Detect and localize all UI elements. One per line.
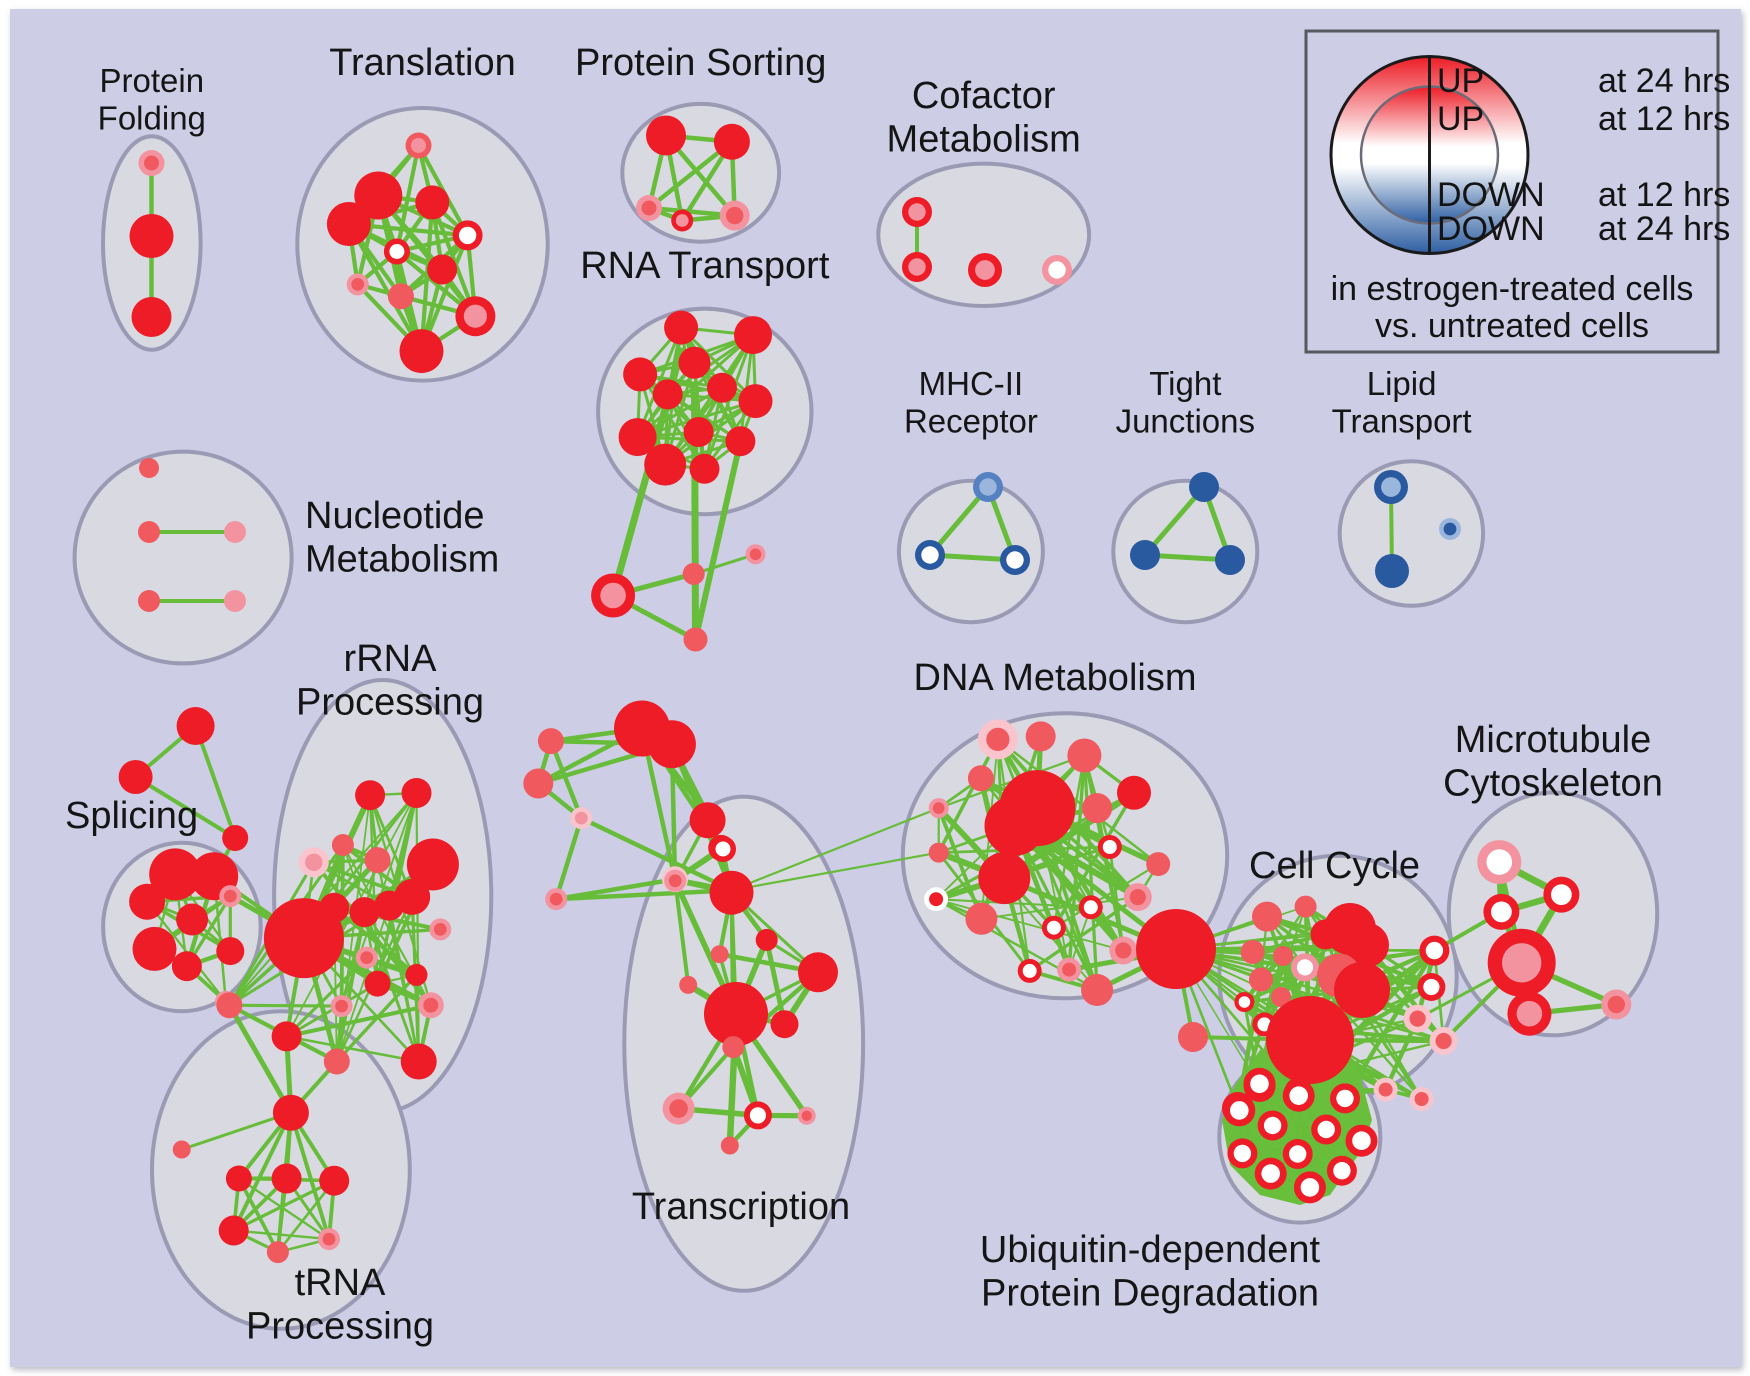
svg-text:Cell Cycle: Cell Cycle <box>1249 845 1420 887</box>
svg-text:RNA Transport: RNA Transport <box>580 245 830 287</box>
svg-text:DOWN: DOWN <box>1437 210 1545 248</box>
svg-text:at 12 hrs: at 12 hrs <box>1598 100 1730 138</box>
svg-text:Translation: Translation <box>329 42 516 84</box>
svg-text:Transcription: Transcription <box>632 1186 850 1228</box>
svg-text:DNA Metabolism: DNA Metabolism <box>914 657 1197 699</box>
svg-text:Protein Sorting: Protein Sorting <box>575 42 826 84</box>
svg-text:DOWN: DOWN <box>1437 176 1545 214</box>
svg-text:Splicing: Splicing <box>65 795 198 837</box>
svg-text:UP: UP <box>1437 62 1484 100</box>
svg-text:in estrogen-treated cells: in estrogen-treated cells <box>1331 270 1694 308</box>
svg-text:at 24 hrs: at 24 hrs <box>1598 210 1730 248</box>
svg-text:vs. untreated cells: vs. untreated cells <box>1375 307 1649 345</box>
svg-text:UP: UP <box>1437 100 1484 138</box>
svg-text:at 24 hrs: at 24 hrs <box>1598 62 1730 100</box>
svg-text:at 12 hrs: at 12 hrs <box>1598 176 1730 214</box>
